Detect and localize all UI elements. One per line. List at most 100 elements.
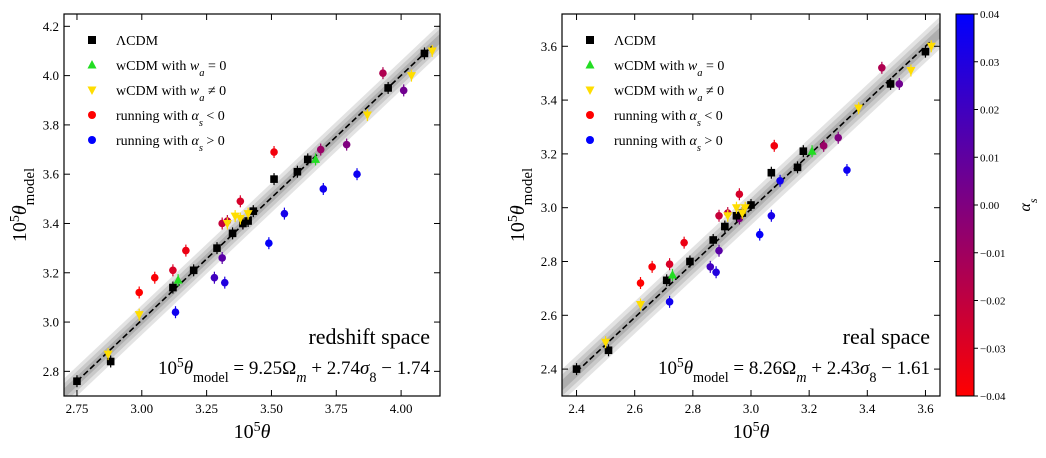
running-point — [379, 69, 387, 77]
running-point — [767, 211, 776, 220]
lcdm-point — [721, 222, 729, 231]
x-tick-label: 2.4 — [568, 401, 585, 416]
wcdm-wa-nonzero-point — [926, 42, 936, 52]
legend: ΛCDM wCDM with wa = 0 wCDM with wa ≠ 0 runn… — [585, 34, 724, 154]
running-point — [270, 148, 278, 156]
lcdm-point — [293, 167, 302, 176]
running-point — [399, 86, 408, 95]
wcdm-wa0-point — [173, 275, 183, 284]
legend-wcdm-wa0-label: wCDM with wa = 0 — [614, 59, 724, 79]
running-point — [210, 273, 219, 282]
running-point — [680, 238, 688, 247]
running-point — [342, 140, 351, 149]
y-tick-label: 3.4 — [541, 93, 558, 108]
lcdm-point — [732, 211, 741, 220]
lcdm-point — [686, 257, 694, 266]
lcdm-point — [270, 175, 278, 183]
wcdm-wa-nonzero-point — [406, 72, 416, 81]
colorbar-tick-label: −0.02 — [980, 296, 1005, 308]
legend-wcdm-wa-nonzero-marker — [585, 86, 595, 95]
legend-running-negative-marker — [586, 111, 594, 119]
y-tick-label: 4.0 — [43, 68, 59, 83]
running-point — [819, 142, 828, 150]
legend-running-negative-marker — [88, 111, 96, 119]
y-tick-label: 3.0 — [43, 315, 59, 330]
y-tick-label: 3.8 — [43, 117, 59, 132]
x-axis-label: 105θ — [733, 420, 770, 444]
wcdm-wa-nonzero-point — [740, 204, 750, 213]
lcdm-point — [244, 217, 252, 225]
lcdm-point — [709, 236, 717, 244]
lcdm-point — [767, 168, 776, 177]
colorbar-label: αs — [1017, 198, 1040, 211]
y-axis-label: 105θmodel — [8, 168, 39, 242]
y-tick-label: 2.8 — [43, 364, 59, 379]
wcdm-wa-nonzero-point — [222, 219, 232, 229]
legend-running-negative-label: running with αs < 0 — [116, 109, 225, 129]
running-point — [169, 266, 177, 275]
lcdm-point — [169, 283, 177, 292]
legend-running-negative-label: running with αs < 0 — [614, 109, 723, 129]
lcdm-point — [384, 84, 392, 92]
x-tick-label: 3.4 — [859, 401, 876, 416]
lcdm-point — [420, 49, 429, 58]
running-point — [220, 278, 229, 287]
legend-wcdm-wa-nonzero-marker — [87, 86, 97, 95]
wcdm-wa-nonzero-point — [235, 215, 245, 224]
wcdm-wa-nonzero-point — [601, 338, 611, 348]
colorbar-tick-label: −0.03 — [980, 343, 1006, 355]
y-tick-label: 3.0 — [541, 200, 557, 215]
running-point — [755, 230, 764, 239]
lcdm-point — [303, 155, 312, 164]
legend: ΛCDM wCDM with wa = 0 wCDM with wa ≠ 0 runn… — [87, 34, 226, 154]
running-point — [648, 263, 656, 271]
lcdm-point — [793, 163, 802, 172]
running-point — [895, 80, 904, 88]
lcdm-point — [228, 229, 237, 238]
right-panel: 2.4 2.6 2.8 3.0 3.2 3.4 3.6 2.4 2.6 2.8 3.0 3.2 3.4 3… — [506, 13, 941, 444]
wcdm-wa-nonzero-point — [243, 210, 253, 219]
running-point — [150, 273, 159, 282]
legend-wcdm-wa-nonzero-label: wCDM with wa ≠ 0 — [116, 84, 226, 104]
colorbar-tick-label: 0.01 — [980, 152, 999, 164]
x-tick-label: 2.75 — [66, 401, 89, 416]
y-tick-label: 2.6 — [541, 308, 558, 323]
legend-wcdm-wa-nonzero-label: wCDM with wa ≠ 0 — [614, 84, 724, 104]
wcdm-wa-nonzero-point — [230, 212, 240, 222]
y-tick-label: 3.2 — [541, 146, 557, 161]
running-point — [715, 211, 723, 220]
legend-running-positive-marker — [88, 136, 96, 144]
running-point — [265, 239, 273, 247]
x-tick-label: 3.75 — [325, 401, 348, 416]
lcdm-point — [189, 266, 198, 275]
lcdm-point — [73, 377, 81, 386]
fit-formula: 105θmodel = 9.25Ωm + 2.74σ8 − 1.74 — [158, 355, 430, 387]
legend-running-positive-label: running with αs > 0 — [116, 134, 225, 154]
wcdm-wa-nonzero-point — [737, 209, 747, 219]
running-point — [236, 197, 245, 206]
running-point — [353, 170, 361, 178]
y-tick-label: 2.4 — [541, 362, 558, 377]
legend-lcdm-marker — [586, 36, 594, 44]
space-label: redshift space — [308, 324, 430, 349]
colorbar-tick-label: 0.02 — [980, 105, 999, 117]
running-point — [715, 246, 723, 255]
legend-running-positive-label: running with αs > 0 — [614, 134, 723, 154]
lcdm-point — [747, 201, 755, 209]
running-point — [878, 64, 886, 72]
colorbar-tick-label: 0.03 — [980, 57, 1000, 69]
running-point — [770, 142, 779, 150]
y-tick-label: 3.4 — [43, 216, 60, 231]
running-point — [706, 263, 715, 271]
y-axis-label: 105θmodel — [506, 168, 537, 242]
space-label: real space — [843, 324, 930, 349]
x-tick-label: 3.6 — [917, 401, 934, 416]
y-tick-label: 2.8 — [541, 254, 557, 269]
running-point — [135, 288, 143, 297]
wcdm-wa-nonzero-point — [636, 301, 646, 310]
running-point — [218, 254, 226, 262]
running-point — [319, 185, 328, 193]
running-point — [834, 133, 843, 142]
legend-running-positive-marker — [586, 136, 594, 144]
